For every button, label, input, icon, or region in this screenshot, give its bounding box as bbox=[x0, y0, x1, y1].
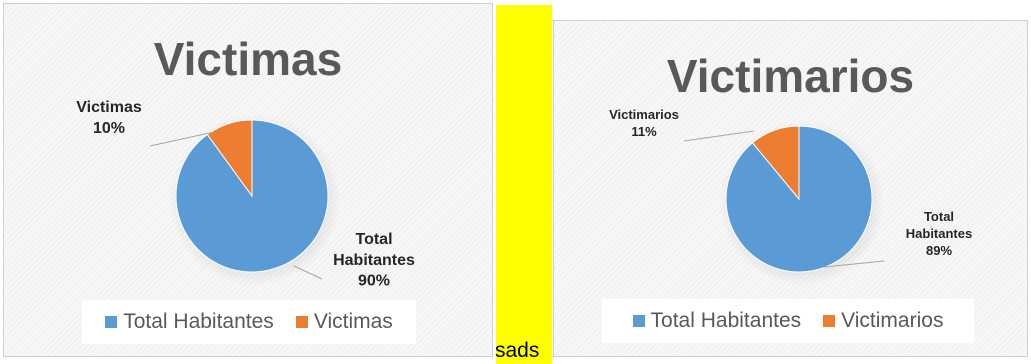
legend-label: Victimas bbox=[313, 310, 393, 333]
data-label-category: Victimarios bbox=[609, 107, 679, 122]
data-label-percent: 89% bbox=[926, 243, 952, 258]
chart-panel-victimarios: Victimarios Total Habitantes 89% Victimario… bbox=[553, 20, 1028, 357]
legend-label: Total Habitantes bbox=[123, 310, 274, 333]
pie-slice-total-habitantes bbox=[725, 125, 873, 273]
data-label-category: Total bbox=[355, 231, 392, 248]
leader-line bbox=[823, 260, 885, 268]
chart-legend: Total Habitantes Victimarios bbox=[602, 299, 974, 343]
legend-label: Total Habitantes bbox=[650, 309, 802, 332]
pie-slice-victimarios bbox=[751, 125, 800, 201]
leader-line bbox=[293, 265, 323, 280]
pie-slice-victimas bbox=[206, 119, 253, 198]
chart-title: Victimarios bbox=[666, 50, 915, 102]
legend-swatch-orange bbox=[823, 315, 836, 327]
legend-swatch-blue bbox=[632, 315, 645, 327]
legend-item-victimarios: Victimarios bbox=[823, 309, 943, 333]
chart-legend: Total Habitantes Victimas bbox=[82, 300, 416, 344]
chart-title: Victimas bbox=[153, 33, 343, 85]
data-label-percent: 11% bbox=[631, 124, 657, 139]
legend-item-total-habitantes: Total Habitantes bbox=[105, 310, 274, 334]
data-label-category: Habitantes bbox=[333, 252, 415, 269]
leader-line bbox=[683, 130, 755, 142]
chart-panel-victimas: Victimas Total Habitantes 90% Victimas 10% T… bbox=[3, 3, 493, 357]
legend-label: Victimarios bbox=[841, 309, 944, 332]
yellow-label: sads bbox=[495, 339, 540, 362]
pie-chart-victimarios: Total Habitantes 89% Victimarios 11% bbox=[609, 107, 972, 286]
data-label-category: Total bbox=[924, 209, 954, 224]
legend-swatch-blue bbox=[105, 316, 118, 328]
data-label-percent: 10% bbox=[93, 120, 125, 137]
legend-item-victimas: Victimas bbox=[295, 310, 393, 334]
data-label-category: Victimas bbox=[76, 99, 142, 116]
data-label-percent: 90% bbox=[358, 273, 390, 290]
data-label-category: Habitantes bbox=[906, 226, 972, 241]
yellow-bar bbox=[496, 5, 552, 364]
legend-swatch-orange bbox=[295, 316, 308, 328]
pie-chart-victimas: Total Habitantes 90% Victimas 10% bbox=[76, 99, 415, 290]
legend-item-total-habitantes: Total Habitantes bbox=[632, 309, 802, 333]
leader-line bbox=[149, 131, 215, 147]
